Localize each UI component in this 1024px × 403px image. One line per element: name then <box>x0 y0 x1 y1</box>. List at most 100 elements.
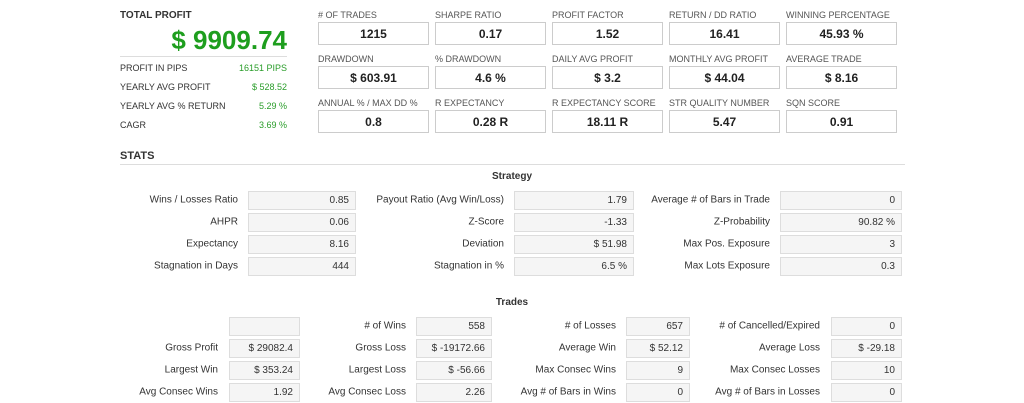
stat-label: Gross Loss <box>355 342 406 354</box>
stat-value: 657 <box>626 317 690 336</box>
stat-value: 1.92 <box>229 383 300 402</box>
summary-label: YEARLY AVG % RETURN <box>120 101 226 111</box>
stat-label: Average Loss <box>759 342 820 354</box>
summary-label: YEARLY AVG PROFIT <box>120 82 211 92</box>
stat-value: 8.16 <box>248 235 356 254</box>
stat-value: 0.3 <box>780 257 902 276</box>
metric-label: # OF TRADES <box>318 10 377 20</box>
metric-label: WINNING PERCENTAGE <box>786 10 890 20</box>
metric-label: AVERAGE TRADE <box>786 54 862 64</box>
metric-label: % DRAWDOWN <box>435 54 502 64</box>
metric-value: 16.41 <box>669 22 780 45</box>
stat-label: Average Win <box>558 342 616 354</box>
stat-label: AHPR <box>210 216 238 228</box>
trades-title: Trades <box>495 297 529 308</box>
stat-value: $ -29.18 <box>831 339 902 358</box>
stat-label: Gross Profit <box>165 342 218 354</box>
stat-value: 9 <box>626 361 690 380</box>
stat-value: 0 <box>780 191 902 210</box>
stat-value: $ 353.24 <box>229 361 300 380</box>
strategy-title: Strategy <box>491 171 532 182</box>
stats-title: STATS <box>120 150 155 162</box>
stat-label: Payout Ratio (Avg Win/Loss) <box>376 194 504 206</box>
metric-value: 45.93 % <box>786 22 897 45</box>
stat-label: Avg Consec Loss <box>328 386 406 398</box>
metric-value: 0.8 <box>318 110 429 133</box>
stat-label: Max Consec Losses <box>729 364 820 376</box>
stat-value: 1.79 <box>514 191 634 210</box>
stat-label: # of Losses <box>564 320 616 332</box>
metric-value: 0.17 <box>435 22 546 45</box>
divider <box>120 164 905 165</box>
stat-label: Average # of Bars in Trade <box>651 194 770 206</box>
stat-label: Largest Win <box>164 364 218 376</box>
stat-value: 444 <box>248 257 356 276</box>
total-profit-title: TOTAL PROFIT <box>120 10 192 21</box>
metric-value: $ 3.2 <box>552 66 663 89</box>
stat-value: $ 51.98 <box>514 235 634 254</box>
stat-value: 2.26 <box>416 383 492 402</box>
metric-value: 4.6 % <box>435 66 546 89</box>
metric-label: ANNUAL % / MAX DD % <box>318 98 418 108</box>
metric-label: SQN SCORE <box>786 98 841 108</box>
stat-label: Stagnation in % <box>433 260 504 272</box>
stat-value: 0 <box>831 383 902 402</box>
metric-label: R EXPECTANCY SCORE <box>552 98 656 108</box>
metric-value: 1215 <box>318 22 429 45</box>
stat-label: Stagnation in Days <box>154 260 238 272</box>
stat-value: $ 52.12 <box>626 339 690 358</box>
metric-label: MONTHLY AVG PROFIT <box>669 54 769 64</box>
stat-label: # of Wins <box>364 320 406 332</box>
stat-value: 3 <box>780 235 902 254</box>
summary-value: 16151 PIPS <box>238 63 287 73</box>
stat-value: 0.06 <box>248 213 356 232</box>
divider <box>120 56 287 57</box>
stat-value: 558 <box>416 317 492 336</box>
stat-label: Avg # of Bars in Losses <box>715 386 820 398</box>
stat-value: $ -56.66 <box>416 361 492 380</box>
total-profit-value: $ 9909.74 <box>171 25 287 55</box>
metric-label: SHARPE RATIO <box>435 10 502 20</box>
summary-label: PROFIT IN PIPS <box>120 63 188 73</box>
summary-value: 5.29 % <box>258 101 287 111</box>
stat-label: Max Pos. Exposure <box>683 238 770 250</box>
stat-label: Expectancy <box>186 238 238 250</box>
metric-value: 5.47 <box>669 110 780 133</box>
stat-label: Max Lots Exposure <box>684 260 770 272</box>
stat-label: Largest Loss <box>348 364 406 376</box>
summary-value: 3.69 % <box>258 120 287 130</box>
metric-label: R EXPECTANCY <box>435 98 505 108</box>
stat-value: $ 29082.4 <box>229 339 300 358</box>
stat-label: Z-Probability <box>713 216 770 228</box>
metric-label: STR QUALITY NUMBER <box>669 98 770 108</box>
stat-value: 90.82 % <box>780 213 902 232</box>
metric-value: $ 44.04 <box>669 66 780 89</box>
empty-cell <box>229 317 300 336</box>
stat-label: Avg # of Bars in Wins <box>520 386 616 398</box>
stat-label: # of Cancelled/Expired <box>719 320 820 332</box>
stat-value: $ -19172.66 <box>416 339 492 358</box>
stat-value: 6.5 % <box>514 257 634 276</box>
stat-label: Avg Consec Wins <box>139 386 218 398</box>
metric-value: $ 603.91 <box>318 66 429 89</box>
summary-label: CAGR <box>120 120 147 130</box>
stat-value: 0.85 <box>248 191 356 210</box>
summary-value: $ 528.52 <box>251 82 287 92</box>
metric-label: PROFIT FACTOR <box>552 10 624 20</box>
metric-label: DRAWDOWN <box>318 54 374 64</box>
stat-value: 0 <box>831 317 902 336</box>
metric-value: 18.11 R <box>552 110 663 133</box>
stat-label: Z-Score <box>468 216 504 228</box>
metric-label: RETURN / DD RATIO <box>669 10 757 20</box>
metric-label: DAILY AVG PROFIT <box>552 54 634 64</box>
metric-value: 0.91 <box>786 110 897 133</box>
stat-label: Max Consec Wins <box>535 364 616 376</box>
stat-value: 0 <box>626 383 690 402</box>
metric-value: 0.28 R <box>435 110 546 133</box>
metric-value: 1.52 <box>552 22 663 45</box>
stat-label: Deviation <box>462 238 504 250</box>
stat-value: 10 <box>831 361 902 380</box>
metric-value: $ 8.16 <box>786 66 897 89</box>
stat-value: -1.33 <box>514 213 634 232</box>
